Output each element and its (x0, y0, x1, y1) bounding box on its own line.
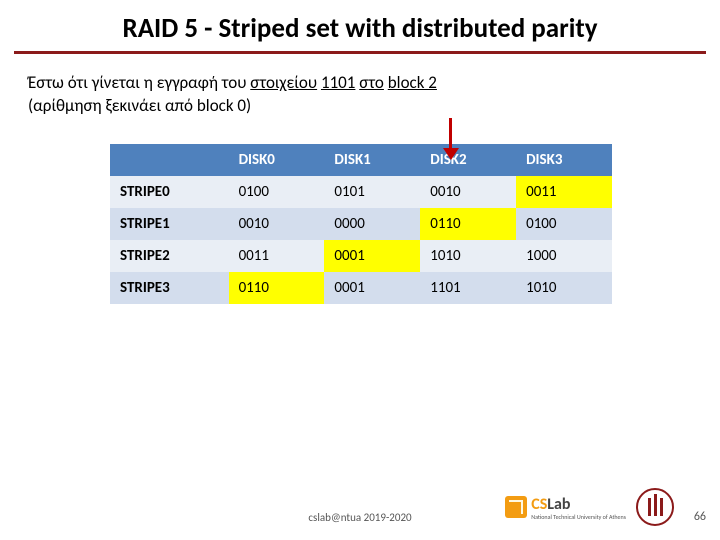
cslab-logo: CSLab National Technical University of A… (505, 495, 626, 520)
footer-logos: CSLab National Technical University of A… (505, 488, 674, 526)
table-cell: 0100 (516, 208, 612, 240)
ntua-logo-icon (636, 488, 674, 526)
row-header: STRIPE0 (110, 176, 229, 208)
header-disk1: DISK1 (324, 144, 420, 176)
sub-line2: (αρίθμηση ξεκινάει από block 0) (28, 95, 251, 116)
row-header: STRIPE1 (110, 208, 229, 240)
table-row: STRIPE10010000001100100 (110, 208, 612, 240)
table-cell: 0001 (324, 240, 420, 272)
slide-subtitle: Έστω ότι γίνεται η εγγραφή του στοιχείου… (0, 72, 720, 124)
slide: RAID 5 - Striped set with distributed pa… (0, 0, 720, 540)
table-cell: 0100 (229, 176, 325, 208)
header-disk2: DISK2 (420, 144, 516, 176)
footer: CSLab National Technical University of A… (0, 484, 720, 530)
table-cell: 1010 (420, 240, 516, 272)
table-cell: 0110 (420, 208, 516, 240)
sub-ul3: στο (359, 72, 384, 93)
title-rule (14, 51, 706, 54)
table-cell: 0110 (229, 272, 325, 304)
raid-table: DISK0 DISK1 DISK2 DISK3 STRIPE0010001010… (110, 144, 612, 304)
table-cell: 0011 (516, 176, 612, 208)
table-cell: 0101 (324, 176, 420, 208)
table-row: STRIPE30110000111011010 (110, 272, 612, 304)
slide-title: RAID 5 - Striped set with distributed pa… (0, 0, 720, 51)
cslab-mark-icon (505, 496, 527, 518)
footer-center-text: cslab@ntua 2019-2020 (308, 511, 411, 524)
row-header: STRIPE3 (110, 272, 229, 304)
raid-table-body: STRIPE00100010100100011STRIPE10010000001… (110, 176, 612, 304)
row-header: STRIPE2 (110, 240, 229, 272)
table-cell: 1010 (516, 272, 612, 304)
table-header-row: DISK0 DISK1 DISK2 DISK3 (110, 144, 612, 176)
sub-ul4: block 2 (388, 72, 437, 93)
header-disk0: DISK0 (229, 144, 325, 176)
table-cell: 0000 (324, 208, 420, 240)
table-cell: 0010 (229, 208, 325, 240)
table-cell: 0001 (324, 272, 420, 304)
header-disk3: DISK3 (516, 144, 612, 176)
sub-ul2: 1101 (321, 72, 355, 93)
table-cell: 1101 (420, 272, 516, 304)
table-cell: 1000 (516, 240, 612, 272)
table-cell: 0010 (420, 176, 516, 208)
table-row: STRIPE20011000110101000 (110, 240, 612, 272)
table-row: STRIPE00100010100100011 (110, 176, 612, 208)
page-number: 66 (694, 510, 706, 524)
raid-table-wrap: DISK0 DISK1 DISK2 DISK3 STRIPE0010001010… (110, 144, 612, 304)
table-cell: 0011 (229, 240, 325, 272)
header-blank (110, 144, 229, 176)
sub-ul1: στοιχείου (250, 72, 317, 93)
sub-p1: Έστω ότι γίνεται η εγγραφή του (28, 72, 250, 93)
cslab-sub: National Technical University of Athens (531, 514, 626, 520)
cslab-text: CSLab (531, 495, 626, 514)
